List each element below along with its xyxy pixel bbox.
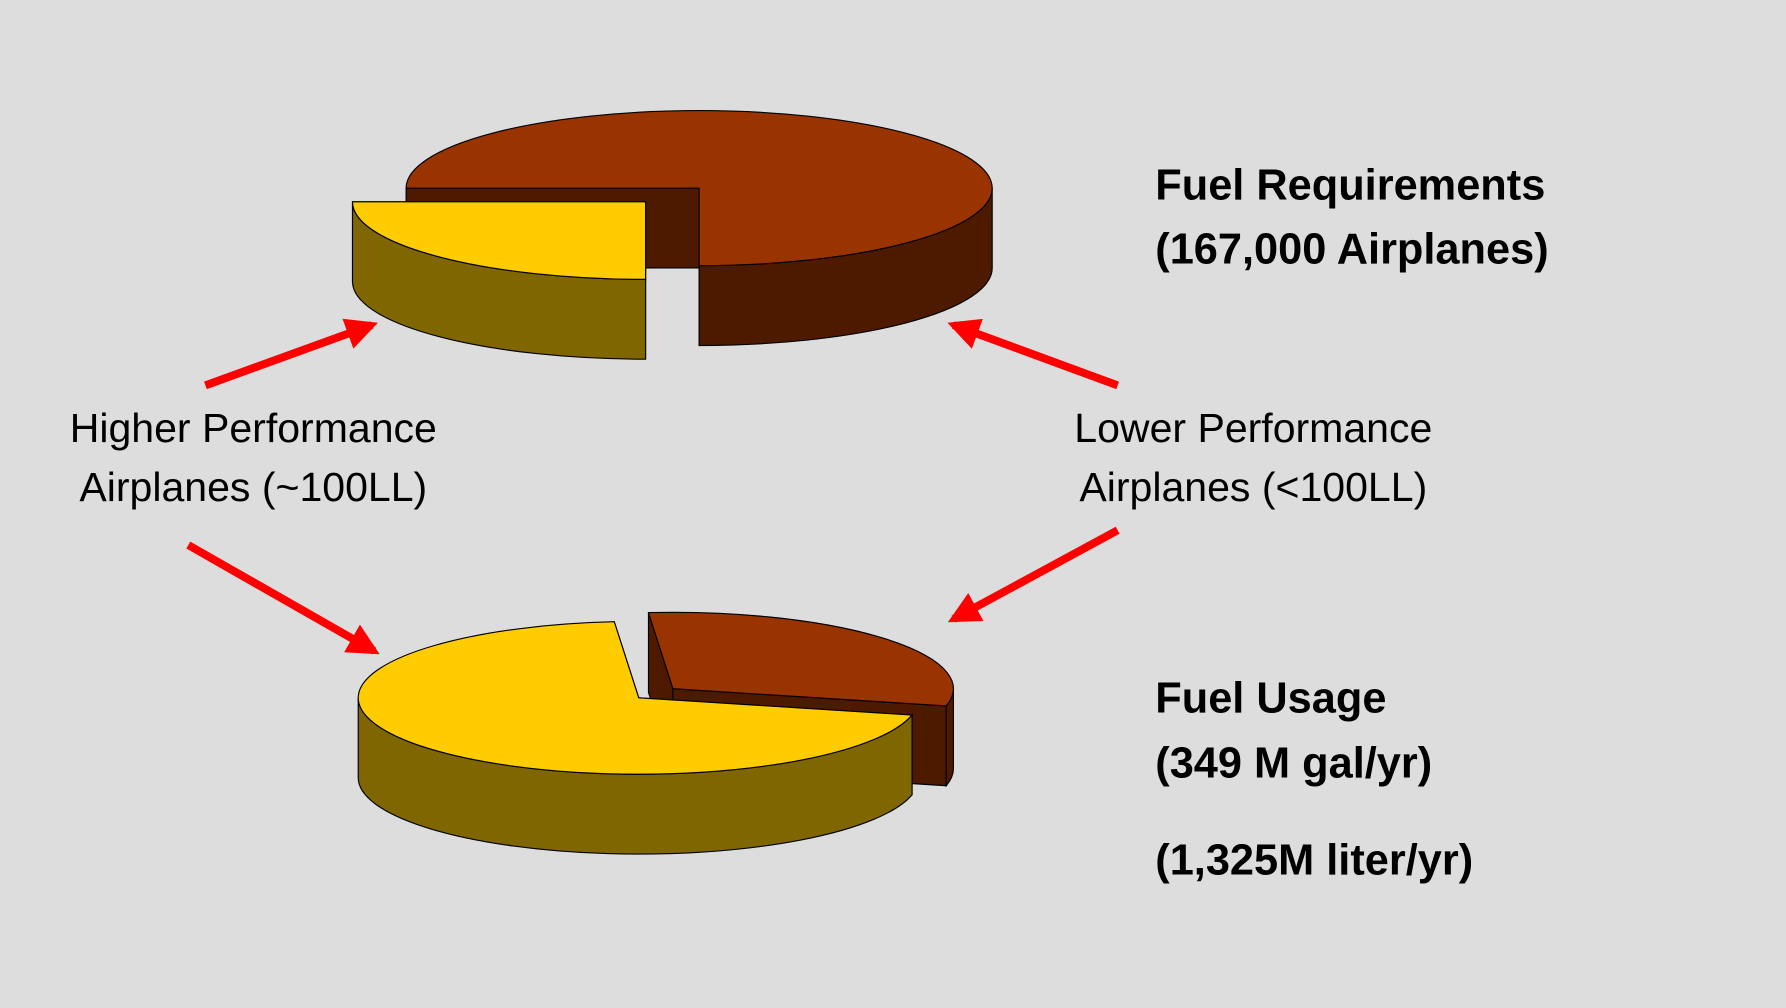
pie-slice xyxy=(351,201,647,280)
arrow xyxy=(947,526,1120,623)
arrow xyxy=(186,541,380,655)
legend-label: Lower Performance xyxy=(1074,405,1432,451)
arrow xyxy=(204,318,378,390)
legend-label: Airplanes (~100LL) xyxy=(79,464,427,510)
pie-slice xyxy=(357,621,914,775)
legend-label: Higher Performance xyxy=(70,405,437,451)
chart-title: Fuel Usage xyxy=(1155,675,1386,723)
chart-title: (167,000 Airplanes) xyxy=(1155,225,1548,273)
chart-title: Fuel Requirements xyxy=(1155,162,1545,210)
chart-subtitle: (1,325M liter/yr) xyxy=(1155,837,1473,885)
arrows xyxy=(186,318,1120,655)
pie-slice xyxy=(405,110,993,267)
pie-slice xyxy=(647,611,954,707)
chart-title: (349 M gal/yr) xyxy=(1155,740,1432,788)
pies xyxy=(351,110,993,855)
arrow xyxy=(947,318,1120,390)
legend-label: Airplanes (<100LL) xyxy=(1079,464,1427,510)
